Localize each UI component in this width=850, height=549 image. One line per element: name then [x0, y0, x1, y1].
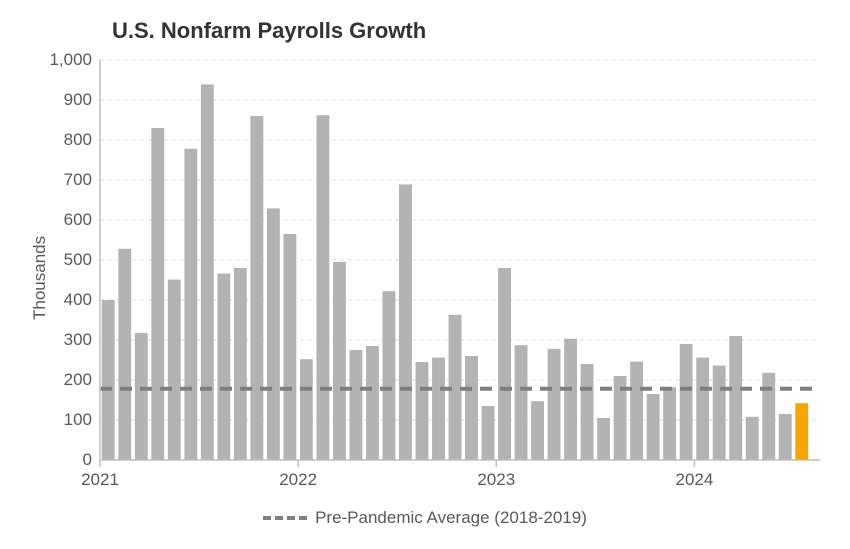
- x-tick-label: 2021: [70, 470, 130, 490]
- y-tick-label: 0: [83, 450, 92, 470]
- chart-svg: [0, 0, 850, 549]
- y-tick-label: 1,000: [49, 50, 92, 70]
- chart-title: U.S. Nonfarm Payrolls Growth: [112, 18, 426, 44]
- legend: Pre-Pandemic Average (2018-2019): [0, 508, 850, 528]
- y-tick-label: 500: [64, 250, 92, 270]
- y-tick-label: 100: [64, 410, 92, 430]
- y-tick-label: 700: [64, 170, 92, 190]
- y-axis-label: Thousands: [30, 236, 50, 320]
- x-tick-label: 2022: [268, 470, 328, 490]
- y-tick-label: 900: [64, 90, 92, 110]
- x-tick-label: 2024: [664, 470, 724, 490]
- y-tick-label: 800: [64, 130, 92, 150]
- legend-swatch-dash: [263, 516, 307, 520]
- y-tick-label: 600: [64, 210, 92, 230]
- y-tick-label: 300: [64, 330, 92, 350]
- y-tick-label: 200: [64, 370, 92, 390]
- x-tick-label: 2023: [466, 470, 526, 490]
- payrolls-chart: U.S. Nonfarm Payrolls Growth Thousands 0…: [0, 0, 850, 549]
- y-tick-label: 400: [64, 290, 92, 310]
- legend-label: Pre-Pandemic Average (2018-2019): [315, 508, 587, 528]
